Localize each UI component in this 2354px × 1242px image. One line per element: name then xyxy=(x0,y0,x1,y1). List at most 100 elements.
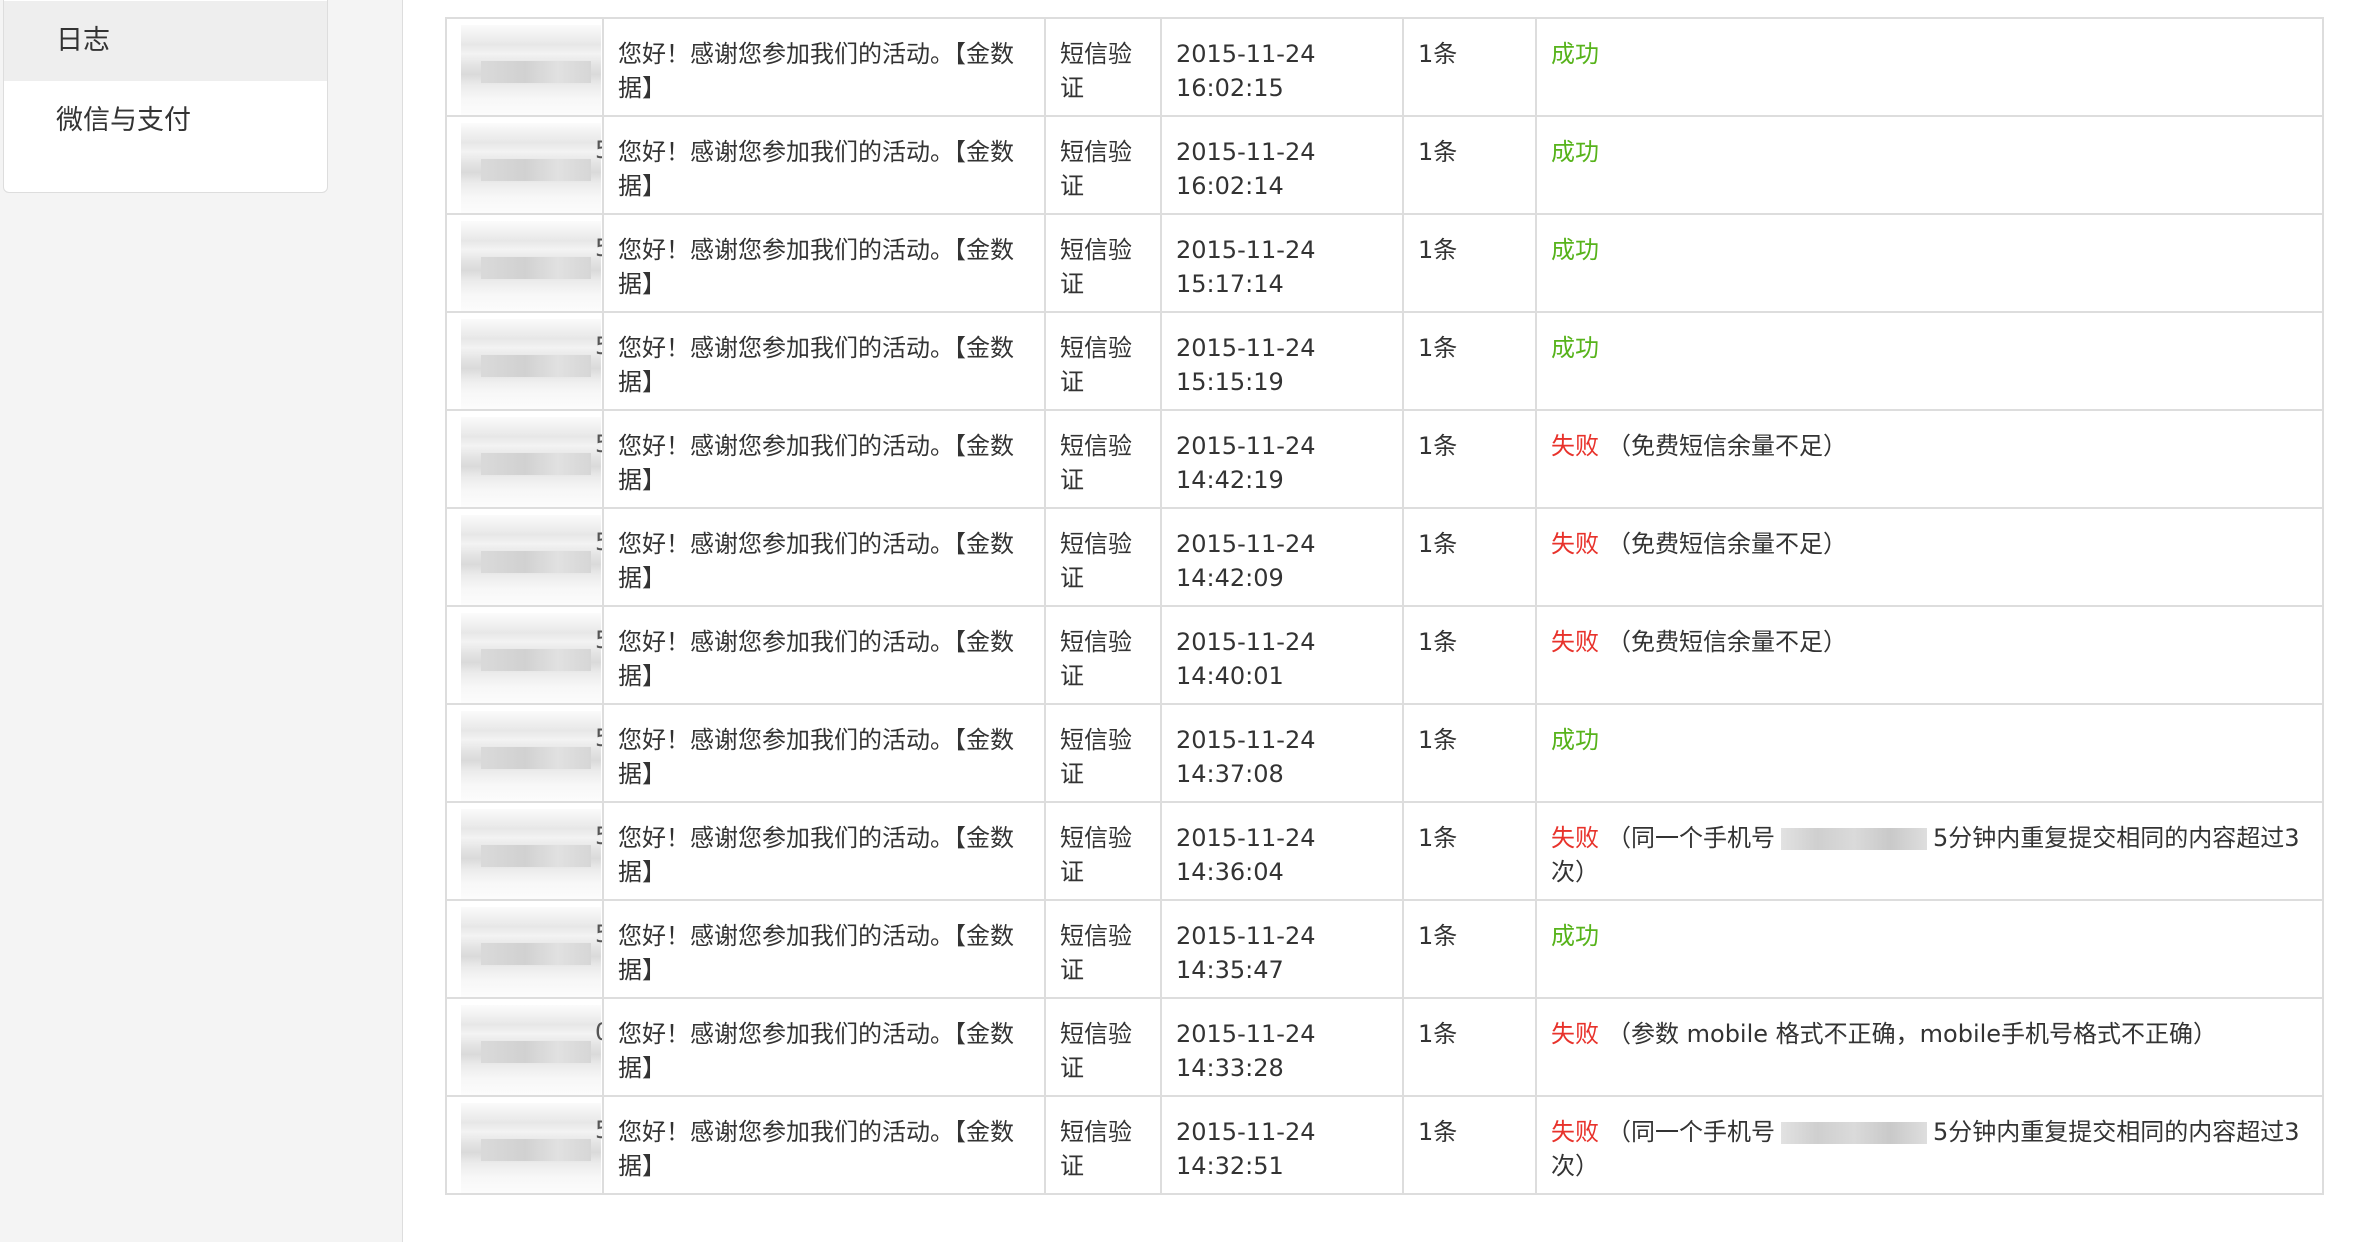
table-row: 5您好！感谢您参加我们的活动。【金数据】短信验证 2015-11-24 14:40:… xyxy=(445,605,2324,705)
message-count: 1条 xyxy=(1402,703,1537,803)
status-badge: 失败 xyxy=(1551,1118,1599,1146)
table-row: 5您好！感谢您参加我们的活动。【金数据】短信验证 2015-11-24 14:37:… xyxy=(445,703,2324,803)
message-type: 短信验证 xyxy=(1044,703,1162,803)
send-result: 失败 （同一个手机号 5分钟内重复提交相同的内容超过3次） xyxy=(1535,801,2324,901)
status-badge: 失败 xyxy=(1551,1020,1599,1048)
redacted-phone-number xyxy=(461,613,601,702)
failure-reason: （免费短信余量不足） xyxy=(1607,530,1847,558)
send-result: 失败 （免费短信余量不足） xyxy=(1535,605,2324,705)
phone-tail-digit: 5 xyxy=(595,231,601,265)
message-type: 短信验证 xyxy=(1044,899,1162,999)
send-clock-time: 16:02:14 xyxy=(1176,172,1284,200)
send-result: 失败 （同一个手机号 5分钟内重复提交相同的内容超过3次） xyxy=(1535,1095,2324,1195)
status-badge: 失败 xyxy=(1551,530,1599,558)
message-content: 您好！感谢您参加我们的活动。【金数据】 xyxy=(602,997,1046,1097)
table-row: 0您好！感谢您参加我们的活动。【金数据】短信验证 2015-11-24 14:33:… xyxy=(445,997,2324,1097)
send-time: 2015-11-24 14:35:47 xyxy=(1160,899,1404,999)
sidebar-item-wechat-payment[interactable]: 微信与支付 xyxy=(56,105,191,136)
message-count: 1条 xyxy=(1402,115,1537,215)
phone-cell: 5 xyxy=(445,605,604,705)
send-result: 成功 xyxy=(1535,115,2324,215)
status-badge: 失败 xyxy=(1551,432,1599,460)
phone-tail-digit: 5 xyxy=(595,623,601,657)
send-date: 2015-11-24 xyxy=(1176,40,1316,68)
send-date: 2015-11-24 xyxy=(1176,432,1316,460)
message-content: 您好！感谢您参加我们的活动。【金数据】 xyxy=(602,1095,1046,1195)
table-row: 5您好！感谢您参加我们的活动。【金数据】短信验证 2015-11-24 16:02:… xyxy=(445,115,2324,215)
send-result: 失败 （免费短信余量不足） xyxy=(1535,507,2324,607)
send-date: 2015-11-24 xyxy=(1176,530,1316,558)
message-type: 短信验证 xyxy=(1044,17,1162,117)
phone-tail-digit: 0 xyxy=(595,1015,601,1049)
send-time: 2015-11-24 14:32:51 xyxy=(1160,1095,1404,1195)
table-row: 您好！感谢您参加我们的活动。【金数据】 短信验证 2015-11-24 16:02:1… xyxy=(445,17,2324,117)
phone-tail-digit: 5 xyxy=(595,525,601,559)
send-clock-time: 16:02:15 xyxy=(1176,74,1284,102)
send-date: 2015-11-24 xyxy=(1176,726,1316,754)
sidebar-item-logs[interactable]: 日志 xyxy=(4,1,327,81)
redacted-phone-number xyxy=(1781,828,1927,850)
message-content: 您好！感谢您参加我们的活动。【金数据】 xyxy=(602,409,1046,509)
phone-tail-digit: 5 xyxy=(595,917,601,951)
send-date: 2015-11-24 xyxy=(1176,824,1316,852)
failure-reason: （免费短信余量不足） xyxy=(1607,628,1847,656)
status-badge: 成功 xyxy=(1551,138,1599,166)
send-time: 2015-11-24 15:17:14 xyxy=(1160,213,1404,313)
status-badge: 成功 xyxy=(1551,922,1599,950)
status-badge: 失败 xyxy=(1551,824,1599,852)
phone-cell: 5 xyxy=(445,703,604,803)
phone-cell: 5 xyxy=(445,507,604,607)
send-clock-time: 14:32:51 xyxy=(1176,1152,1284,1180)
send-time: 2015-11-24 14:42:19 xyxy=(1160,409,1404,509)
redacted-phone-number xyxy=(461,907,601,996)
redacted-phone-number xyxy=(461,711,601,800)
send-date: 2015-11-24 xyxy=(1176,1118,1316,1146)
send-clock-time: 14:36:04 xyxy=(1176,858,1284,886)
phone-tail-digit: 5 xyxy=(595,329,601,363)
status-badge: 成功 xyxy=(1551,236,1599,264)
send-result: 失败 （免费短信余量不足） xyxy=(1535,409,2324,509)
redacted-phone-number xyxy=(461,123,601,212)
phone-cell: 5 xyxy=(445,801,604,901)
message-count: 1条 xyxy=(1402,409,1537,509)
status-badge: 失败 xyxy=(1551,628,1599,656)
send-time: 2015-11-24 14:40:01 xyxy=(1160,605,1404,705)
message-content: 您好！感谢您参加我们的活动。【金数据】 xyxy=(602,703,1046,803)
phone-cell xyxy=(445,17,604,117)
send-date: 2015-11-24 xyxy=(1176,138,1316,166)
status-badge: 成功 xyxy=(1551,334,1599,362)
message-content: 您好！感谢您参加我们的活动。【金数据】 xyxy=(602,115,1046,215)
send-clock-time: 15:17:14 xyxy=(1176,270,1284,298)
table-row: 5您好！感谢您参加我们的活动。【金数据】短信验证 2015-11-24 14:42:… xyxy=(445,507,2324,607)
send-time: 2015-11-24 14:33:28 xyxy=(1160,997,1404,1097)
redacted-phone-number xyxy=(461,319,601,408)
send-time: 2015-11-24 15:15:19 xyxy=(1160,311,1404,411)
send-time: 2015-11-24 16:02:15 xyxy=(1160,17,1404,117)
table-row: 5您好！感谢您参加我们的活动。【金数据】短信验证 2015-11-24 14:42:… xyxy=(445,409,2324,509)
message-type: 短信验证 xyxy=(1044,1095,1162,1195)
send-time: 2015-11-24 16:02:14 xyxy=(1160,115,1404,215)
send-result: 成功 xyxy=(1535,899,2324,999)
message-type: 短信验证 xyxy=(1044,409,1162,509)
message-count: 1条 xyxy=(1402,605,1537,705)
redacted-phone-number xyxy=(461,1005,601,1094)
message-content: 您好！感谢您参加我们的活动。【金数据】 xyxy=(602,605,1046,705)
redacted-phone-number xyxy=(461,221,601,310)
send-date: 2015-11-24 xyxy=(1176,628,1316,656)
table-row: 5您好！感谢您参加我们的活动。【金数据】短信验证 2015-11-24 14:35:… xyxy=(445,899,2324,999)
message-type: 短信验证 xyxy=(1044,311,1162,411)
send-time: 2015-11-24 14:42:09 xyxy=(1160,507,1404,607)
table-row: 5您好！感谢您参加我们的活动。【金数据】短信验证 2015-11-24 14:32:… xyxy=(445,1095,2324,1195)
message-count: 1条 xyxy=(1402,507,1537,607)
send-date: 2015-11-24 xyxy=(1176,334,1316,362)
send-clock-time: 15:15:19 xyxy=(1176,368,1284,396)
message-content: 您好！感谢您参加我们的活动。【金数据】 xyxy=(602,899,1046,999)
phone-cell: 0 xyxy=(445,997,604,1097)
send-time: 2015-11-24 14:37:08 xyxy=(1160,703,1404,803)
redacted-phone-number xyxy=(461,809,601,898)
failure-reason: （参数 mobile 格式不正确，mobile手机号格式不正确） xyxy=(1607,1020,2218,1048)
send-result: 成功 xyxy=(1535,703,2324,803)
message-content: 您好！感谢您参加我们的活动。【金数据】 xyxy=(602,311,1046,411)
message-content: 您好！感谢您参加我们的活动。【金数据】 xyxy=(602,213,1046,313)
sidebar-nav: 日志 微信与支付 xyxy=(3,0,328,193)
